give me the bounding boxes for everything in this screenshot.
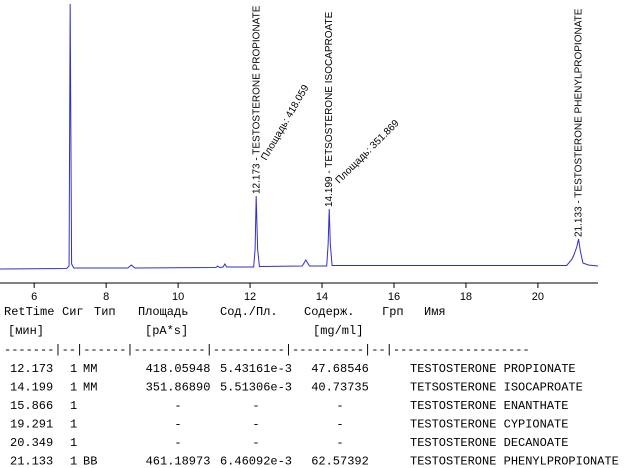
- table-header: Грп: [382, 305, 404, 319]
- table-cell: 62.57392: [311, 455, 369, 468]
- table-cell: 47.68546: [311, 362, 369, 376]
- table-cell: 12.173: [10, 362, 53, 376]
- table-cell: 461.18973: [146, 455, 211, 468]
- trace: [0, 3, 599, 270]
- table-cell: 20.349: [10, 436, 53, 450]
- x-tick-label: 18: [460, 291, 472, 303]
- table-cell: TESTOSTERONE PROPIONATE: [410, 362, 576, 376]
- table-unit: [mg/ml]: [313, 324, 363, 338]
- x-tick-label: 10: [172, 291, 184, 303]
- table-unit: [pA*s]: [145, 324, 188, 338]
- table-header: RetTime: [4, 305, 54, 319]
- peak-label: 12.173 - TESTOSTERONE PROPIONATE: [251, 5, 262, 194]
- table-cell: 15.866: [10, 399, 53, 413]
- table-cell: -: [252, 399, 259, 413]
- table-cell: 1: [70, 436, 77, 450]
- table-cell: 19.291: [10, 418, 53, 432]
- table-cell: BB: [83, 455, 97, 468]
- table-cell: 1: [70, 362, 77, 376]
- table-cell: -: [336, 418, 343, 432]
- table-cell: -: [336, 399, 343, 413]
- table-cell: -: [174, 418, 181, 432]
- table-cell: MM: [83, 381, 97, 395]
- table-cell: TESTOSTERONE PHENYLPROPIONATE: [410, 455, 619, 468]
- table-header: Площадь: [138, 305, 188, 319]
- table-cell: 1: [70, 455, 77, 468]
- x-tick-label: 8: [103, 291, 109, 303]
- table-cell: 6.46092e-3: [220, 455, 292, 468]
- table-cell: 40.73735: [311, 381, 369, 395]
- table-cell: 351.86890: [146, 381, 211, 395]
- table-cell: 21.133: [10, 455, 53, 468]
- table-cell: 5.43161e-3: [220, 362, 292, 376]
- table-header: Имя: [424, 305, 446, 319]
- x-tick-label: 16: [388, 291, 400, 303]
- table-unit: [мин]: [8, 324, 44, 338]
- table-cell: TESTOSTERONE ENANTHATE: [410, 399, 568, 413]
- table-cell: 5.51306e-3: [220, 381, 292, 395]
- area-label: Площадь: 351.869: [334, 118, 402, 186]
- table-cell: TETSOSTERONE ISOCAPROATE: [410, 381, 583, 395]
- peak-label: 21.133 - TESTOSTERONE PHENYLPROPIONATE: [574, 8, 585, 237]
- table-cell: 1: [70, 381, 77, 395]
- table-cell: TESTOSTERONE CYPIONATE: [410, 418, 568, 432]
- table-cell: 418.05948: [146, 362, 211, 376]
- table-header: Тип: [94, 305, 116, 319]
- x-tick-label: 12: [244, 291, 256, 303]
- table-cell: -: [174, 436, 181, 450]
- table-cell: -: [174, 399, 181, 413]
- table-separator: -------|--|------|----------|----------|…: [4, 343, 530, 357]
- table-cell: 14.199: [10, 381, 53, 395]
- x-tick-label: 6: [31, 291, 37, 303]
- table-cell: -: [252, 436, 259, 450]
- table-header: Содерж.: [304, 305, 354, 319]
- table-cell: -: [252, 418, 259, 432]
- peak-label: 14.199 - TETSOSTERONE ISOCAPROATE: [324, 11, 335, 207]
- table-cell: MM: [83, 362, 97, 376]
- table-header: Сиг: [62, 305, 84, 319]
- table-cell: -: [336, 436, 343, 450]
- table-cell: TESTOSTERONE DECANOATE: [410, 436, 568, 450]
- x-tick-label: 14: [316, 291, 328, 303]
- table-cell: 1: [70, 418, 77, 432]
- x-tick-label: 20: [532, 291, 544, 303]
- area-label: Площадь: 418.059: [259, 83, 311, 163]
- table-header: Сод./Пл.: [220, 305, 278, 319]
- table-cell: 1: [70, 399, 77, 413]
